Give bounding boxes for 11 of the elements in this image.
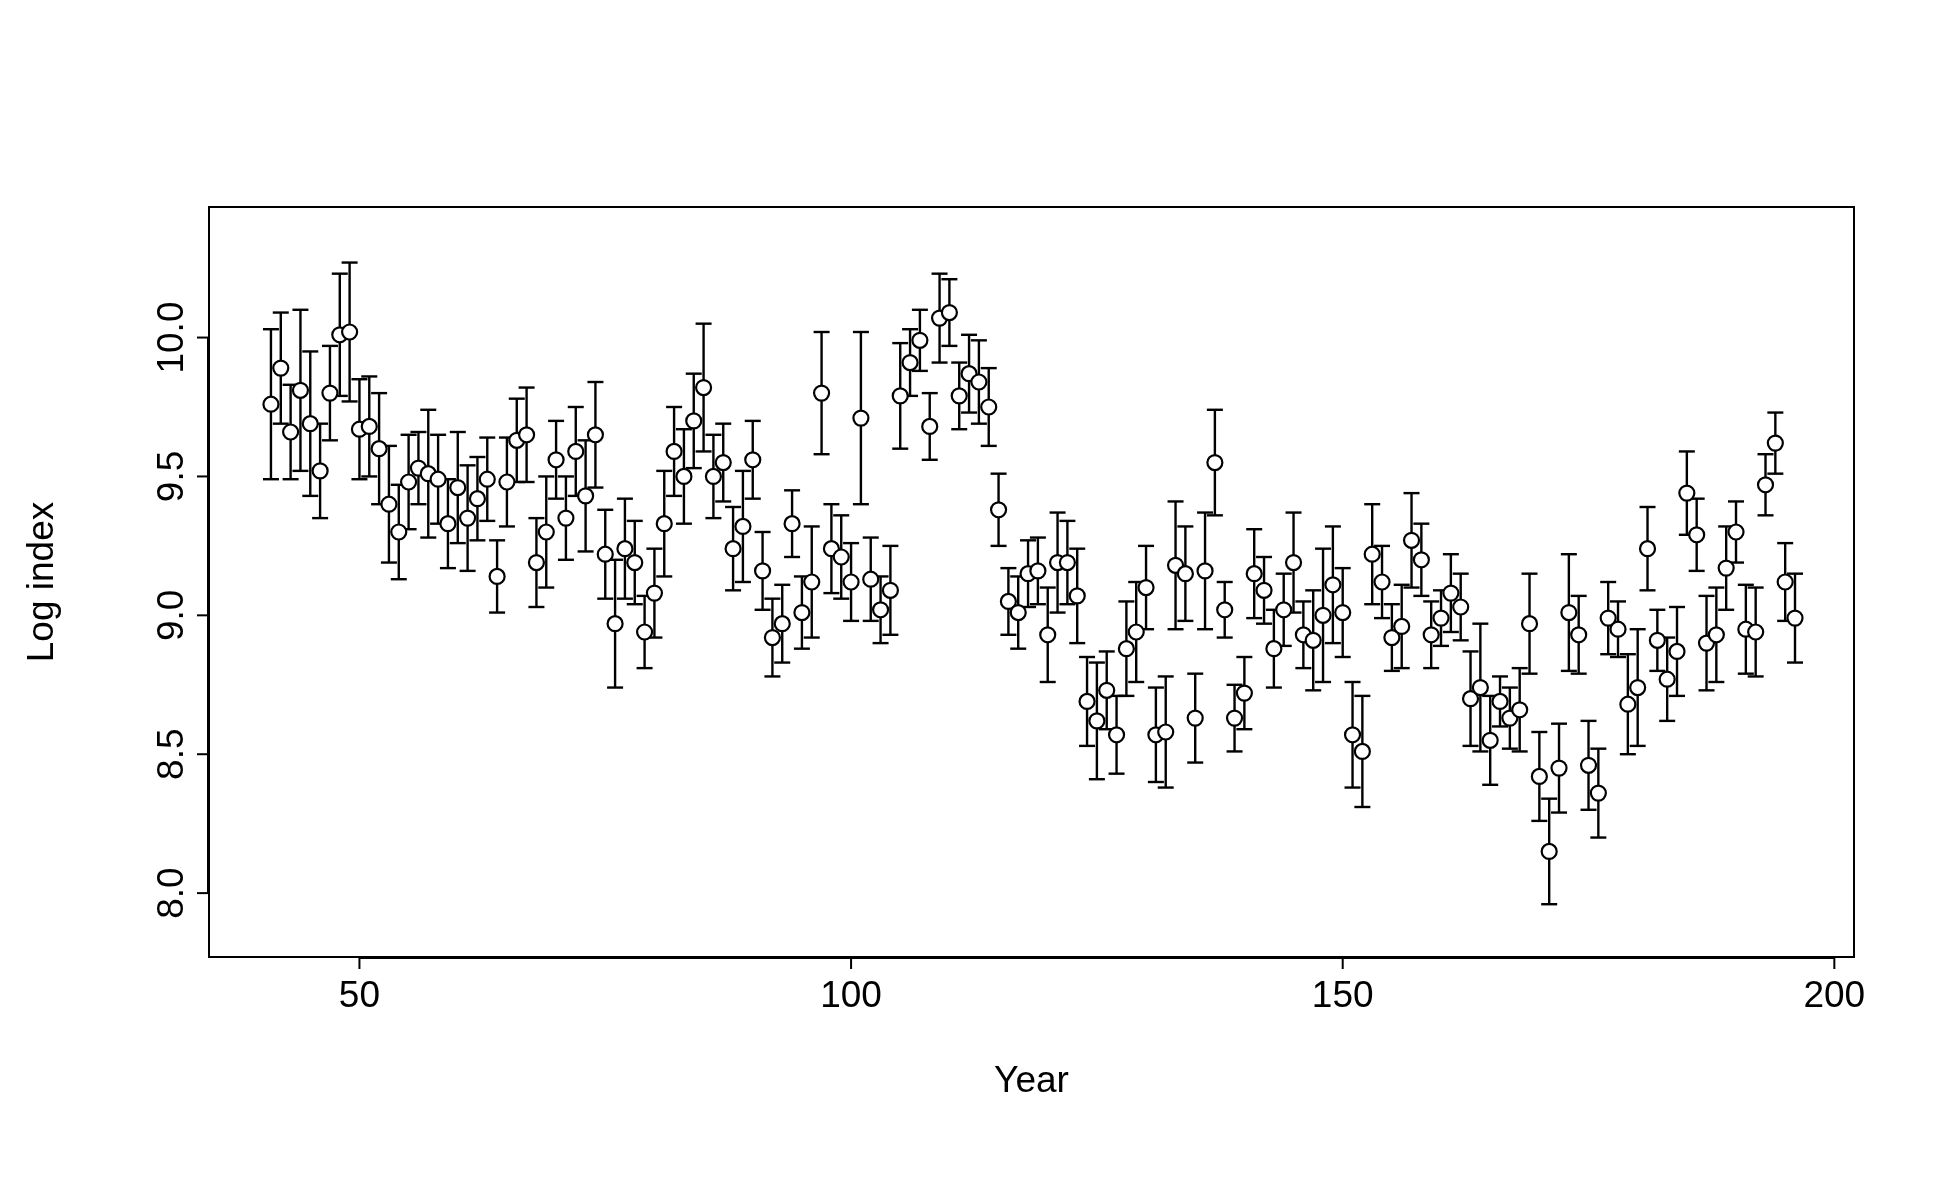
y-tick-label: 9.5 — [150, 450, 191, 503]
x-tick-label: 200 — [1803, 974, 1866, 1015]
x-tick-label: 100 — [820, 974, 882, 1015]
y-tick-label: 10.0 — [150, 301, 191, 374]
y-tick-label: 8.5 — [150, 728, 191, 780]
y-tick-label: 9.0 — [150, 589, 191, 642]
x-axis-title: Year — [994, 1059, 1069, 1100]
x-tick-label: 50 — [338, 974, 381, 1015]
y-axis-title: Log index — [20, 501, 61, 663]
y-tick-label: 8.0 — [150, 867, 191, 919]
x-tick-label: 150 — [1311, 974, 1374, 1015]
